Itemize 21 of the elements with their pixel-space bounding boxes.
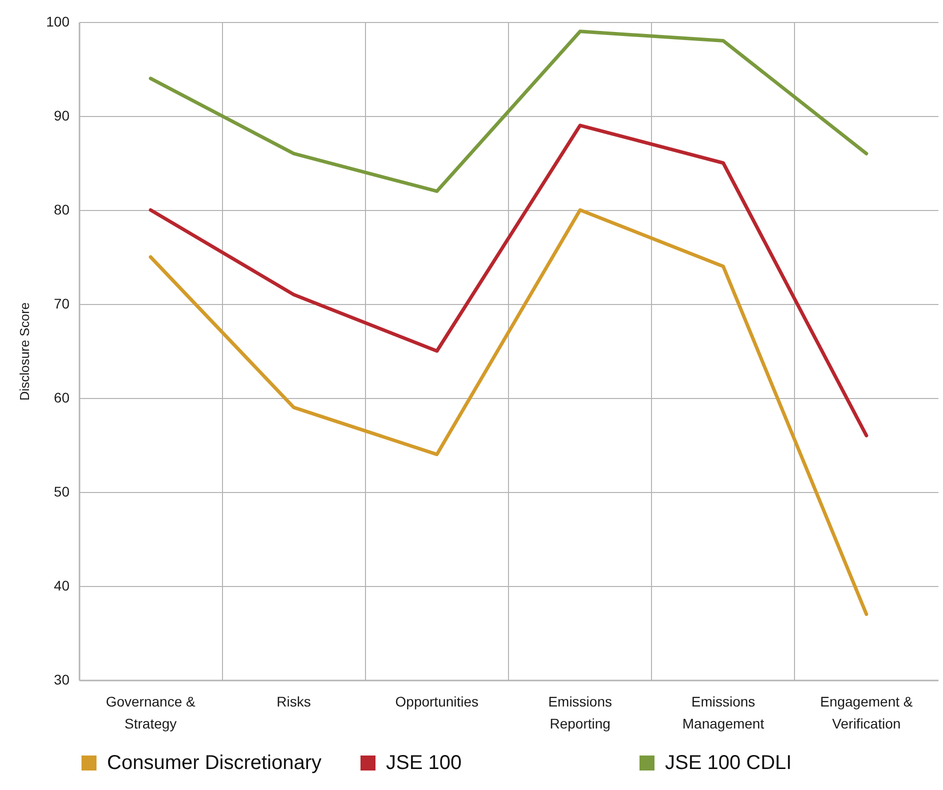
x-tick-label: Emissions Reporting (548, 694, 612, 732)
legend-label: JSE 100 CDLI (665, 752, 792, 774)
legend-label: JSE 100 (386, 752, 462, 774)
x-tick-label: Risks (276, 694, 311, 710)
y-tick-label: 30 (54, 672, 70, 688)
y-tick-label: 80 (54, 202, 70, 218)
y-tick-label: 90 (54, 108, 70, 124)
x-tick-label: Emissions Management (682, 694, 764, 732)
y-tick-label: 60 (54, 390, 70, 406)
x-tick-label: Opportunities (395, 694, 479, 710)
x-tick-label: Governance & Strategy (106, 694, 196, 732)
x-tick-label: Engagement & Verification (820, 694, 914, 732)
y-tick-label: 70 (54, 296, 70, 312)
y-axis-title: Disclosure Score (17, 302, 32, 401)
y-tick-label: 50 (54, 484, 70, 500)
line-series (148, 124, 868, 438)
y-tick-label: 100 (46, 14, 70, 30)
line-series (148, 30, 868, 193)
legend-label: Consumer Discretionary (107, 752, 322, 774)
y-tick-label: 40 (54, 578, 70, 594)
line-series (148, 208, 868, 616)
